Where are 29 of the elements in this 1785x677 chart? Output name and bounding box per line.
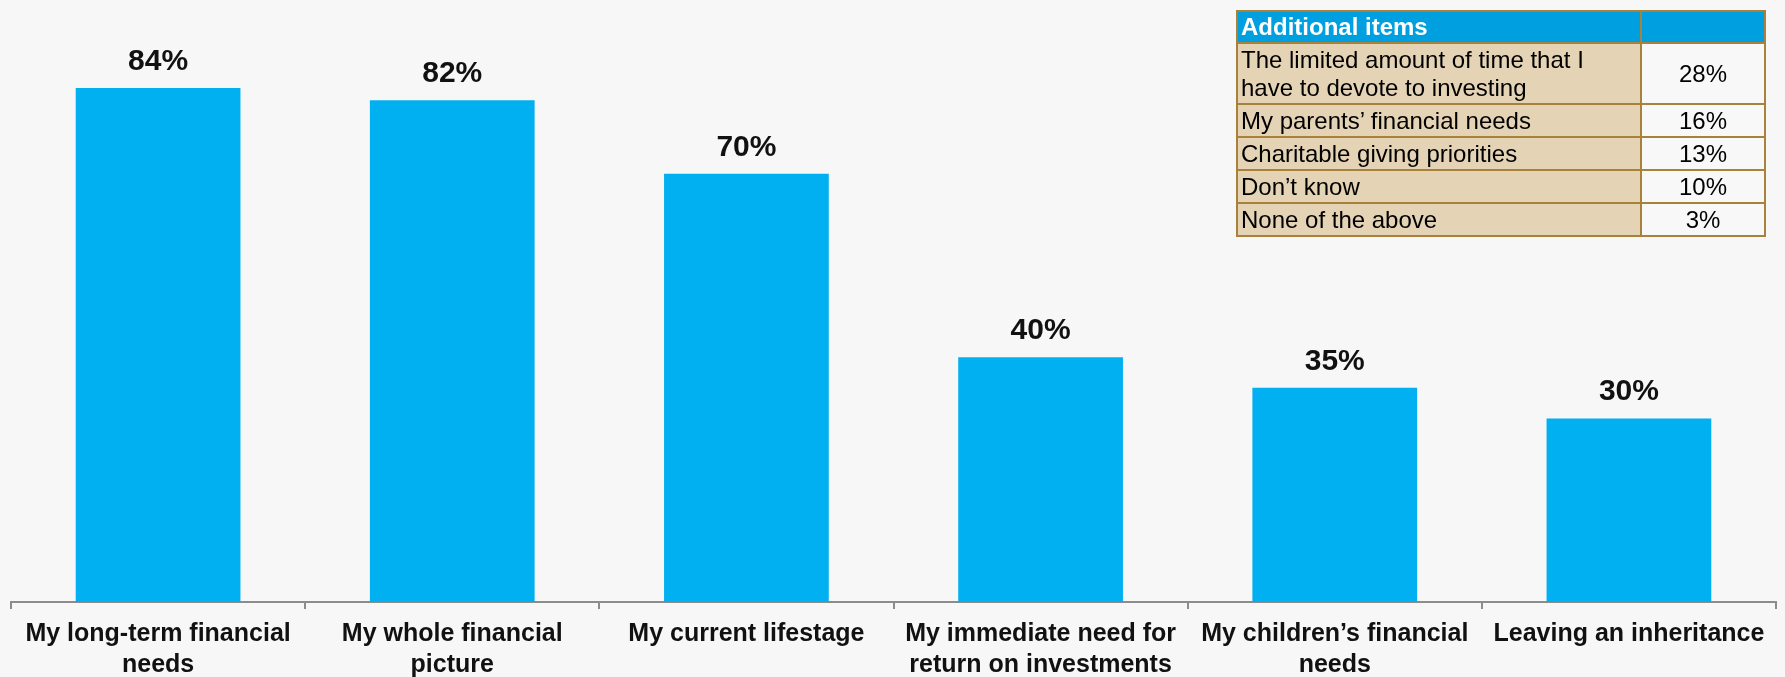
annotation: 10% [1678, 172, 1728, 201]
annotation: The limited amount of time that I have to devote to investing [1241, 45, 1584, 101]
data-label: 70% [716, 128, 777, 162]
bar [369, 100, 535, 602]
x-tick-label: My long-term financial needs [25, 618, 291, 677]
annotation: Charitable giving priorities [1241, 139, 1518, 167]
x-tick-label: My current lifestage [628, 618, 865, 647]
annotation: 3% [1685, 205, 1721, 234]
data-label: 35% [1304, 342, 1365, 376]
data-label: 30% [1598, 373, 1659, 407]
data-label: 84% [128, 43, 189, 76]
bar [1546, 418, 1712, 602]
x-tick-label: My children’s financial needs [1201, 618, 1469, 677]
bar [75, 88, 241, 602]
bar [664, 173, 829, 602]
bar [958, 357, 1123, 602]
annotation: Don’t know [1241, 172, 1360, 200]
x-tick-label: My whole financial picture [341, 618, 563, 677]
bar [1252, 387, 1418, 602]
data-label: 82% [422, 55, 483, 89]
text: 28% [1678, 59, 1728, 88]
annotation: 13% [1678, 139, 1728, 168]
annotation: None of the above [1241, 205, 1438, 233]
annotation: 16% [1678, 106, 1728, 135]
text: Additional items [1241, 13, 1428, 41]
x-tick-label: My immediate need for return on investments [905, 618, 1177, 677]
annotation: My parents’ financial needs [1241, 106, 1531, 134]
data-label: 40% [1010, 312, 1071, 346]
x-tick-label: Leaving an inheritance [1493, 618, 1765, 647]
